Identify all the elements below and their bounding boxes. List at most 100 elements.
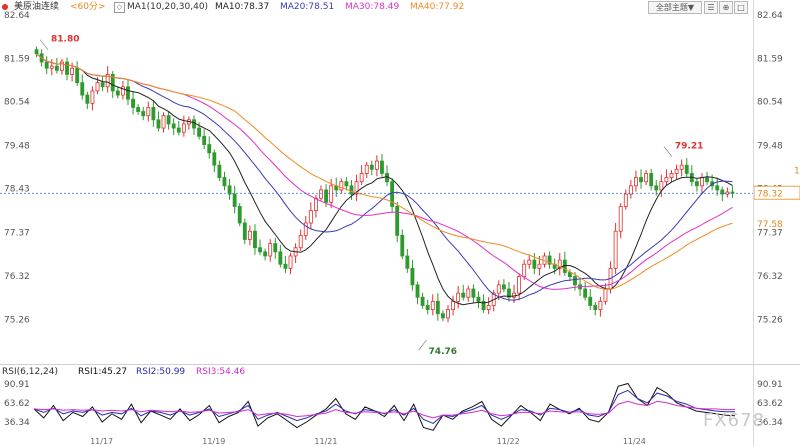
candle-down — [501, 284, 506, 290]
x-tick-label: 11/21 — [314, 437, 337, 446]
right-axis-divider — [753, 0, 754, 446]
watermark: FX678 — [703, 410, 766, 431]
candle-down — [166, 115, 171, 125]
symbol-dot-icon — [2, 4, 8, 10]
candle-up — [456, 292, 461, 302]
candle-up — [95, 82, 100, 92]
current-price-tag — [753, 185, 800, 200]
candle-up — [120, 86, 125, 96]
candle-down — [405, 255, 410, 269]
candle-up — [517, 276, 522, 294]
candle-up — [628, 185, 633, 195]
candle-up — [669, 173, 674, 178]
rsi-line-2 — [33, 389, 735, 424]
theme-button[interactable]: 全部主题▼ — [648, 1, 702, 14]
candle-down — [415, 284, 420, 298]
candle-down — [136, 107, 141, 112]
candle-up — [313, 197, 318, 211]
ma10-value: MA10:78.37 — [215, 2, 270, 12]
candle-down — [705, 177, 709, 183]
candle-up — [90, 90, 95, 104]
candle-up — [496, 284, 501, 294]
ma10-line — [36, 53, 733, 306]
candle-down — [227, 185, 232, 195]
candle-down — [242, 222, 247, 240]
candle-down — [131, 98, 135, 108]
candle-up — [537, 263, 542, 269]
candle-up — [527, 259, 532, 265]
candle-up — [623, 193, 628, 207]
candle-up — [430, 300, 435, 311]
candle-down — [567, 272, 572, 278]
period-label[interactable]: <60分> — [70, 2, 106, 12]
symbol-name[interactable]: 美原油连续 — [14, 2, 60, 12]
high-annotation: 81.80 — [51, 35, 79, 45]
ma40-tag-label: 77.58 — [757, 220, 783, 230]
high-annotation: 79.21 — [675, 142, 703, 152]
rsi3-value: RSI3:54.46 — [196, 367, 246, 377]
rsi-tick-right: 90.91 — [757, 380, 783, 390]
ma-settings-label[interactable]: MA1(10,20,30,40) — [127, 2, 209, 12]
zoom-icon[interactable]: ⊕ — [719, 1, 733, 14]
annotation-pointer — [663, 146, 673, 157]
candle-up — [60, 61, 64, 71]
candle-down — [476, 296, 481, 302]
candle-down — [344, 181, 349, 187]
low-annotation: 74.76 — [429, 347, 457, 357]
candle-down — [85, 94, 90, 104]
candle-down — [75, 67, 80, 84]
candle-down — [232, 193, 237, 207]
candle-down — [126, 86, 130, 100]
rsi-line-1 — [33, 382, 736, 431]
candle-down — [349, 185, 354, 195]
candle-down — [532, 259, 537, 269]
candle-down — [694, 181, 699, 187]
candle-down — [440, 313, 445, 319]
rsi-settings-label[interactable]: RSI(6,12,24) — [2, 367, 58, 377]
candle-down — [283, 263, 288, 269]
candle-down — [156, 119, 161, 129]
rsi-tick-left: 63.62 — [4, 399, 30, 409]
ma20-line — [36, 53, 733, 301]
candle-down — [192, 119, 196, 129]
candle-down — [258, 247, 262, 253]
price-tick-right: 77.37 — [757, 228, 783, 238]
candle-up — [664, 177, 669, 183]
candle-up — [613, 230, 618, 269]
candle-down — [507, 288, 511, 298]
rsi2-value: RSI2:50.99 — [136, 367, 186, 377]
x-tick-label: 11/17 — [90, 437, 113, 446]
fullscreen-icon[interactable]: □ — [734, 1, 748, 14]
price-tick-left: 82.64 — [4, 11, 30, 21]
annotation-pointer — [418, 339, 427, 351]
candle-down — [171, 123, 176, 129]
candle-down — [583, 288, 588, 298]
candle-up — [105, 74, 110, 88]
rsi-line-3 — [33, 400, 735, 419]
candle-down — [278, 251, 283, 265]
candle-up — [512, 292, 516, 298]
candle-up — [466, 288, 471, 298]
candle-down — [80, 82, 85, 96]
candle-down — [237, 206, 242, 224]
candle-down — [151, 107, 156, 121]
price-tick-left: 79.48 — [4, 141, 30, 151]
chart-settings-icon[interactable]: ☰ — [704, 1, 718, 14]
candle-up — [288, 255, 293, 269]
candle-down — [684, 164, 689, 174]
candle-down — [115, 90, 120, 96]
candle-down — [461, 292, 466, 298]
candle-up — [268, 243, 273, 257]
rsi-tick-right: 36.34 — [757, 418, 783, 428]
candle-down — [54, 65, 59, 71]
price-tick-right: 79.48 — [757, 141, 783, 151]
candle-down — [217, 164, 222, 178]
candle-down — [222, 177, 227, 187]
ma-toggle-icon[interactable]: ◇ — [114, 2, 125, 13]
candle-up — [446, 309, 450, 319]
candle-up — [644, 173, 649, 183]
ma20-value: MA20:78.51 — [280, 2, 335, 12]
x-tick-label: 11/19 — [202, 437, 225, 446]
candle-down — [253, 230, 257, 249]
